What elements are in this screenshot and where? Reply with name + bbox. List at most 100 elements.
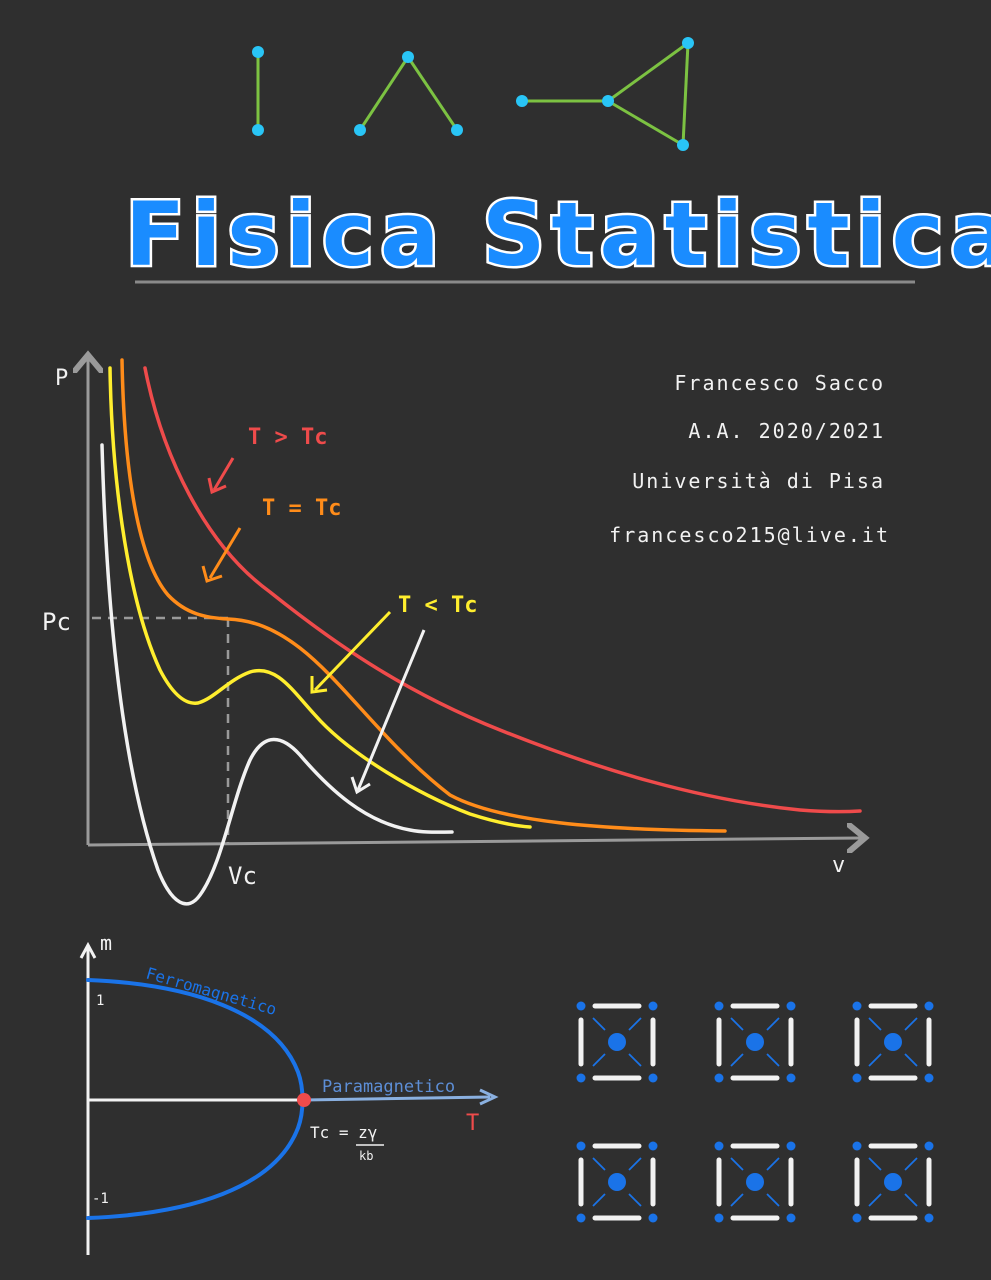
lattice-cell bbox=[714, 1001, 796, 1083]
arrow-white-head bbox=[350, 776, 371, 795]
cell-corner-node bbox=[852, 1141, 862, 1151]
author-name: Francesco Sacco bbox=[674, 371, 885, 395]
cell-arrow bbox=[592, 1053, 606, 1067]
t-axis-label: T bbox=[466, 1111, 479, 1136]
cell-corner-node bbox=[924, 1073, 934, 1083]
cell-arrow bbox=[904, 1193, 918, 1207]
cell-arrow bbox=[766, 1017, 780, 1031]
cell-corner-node bbox=[924, 1213, 934, 1223]
critical-point bbox=[297, 1093, 311, 1107]
university: Università di Pisa bbox=[632, 469, 885, 493]
cell-arrow bbox=[766, 1053, 780, 1067]
cell-center-node bbox=[608, 1173, 626, 1191]
cell-corner-node bbox=[714, 1141, 724, 1151]
cell-arrow bbox=[592, 1017, 606, 1031]
label-t-above-tc: T > Tc bbox=[207, 425, 327, 495]
arrow-orange bbox=[208, 527, 242, 579]
isotherm-white bbox=[100, 443, 454, 906]
cell-arrow bbox=[730, 1193, 744, 1207]
graph-three-nodes-path bbox=[354, 51, 463, 136]
tick-bottom: -1 bbox=[92, 1191, 109, 1207]
cell-arrow bbox=[868, 1017, 882, 1031]
cell-corner-node bbox=[852, 1001, 862, 1011]
isotherm-yellow bbox=[108, 366, 532, 829]
cell-corner-node bbox=[576, 1141, 586, 1151]
cell-corner-node bbox=[576, 1001, 586, 1011]
tc-denominator: kb bbox=[359, 1149, 373, 1163]
cell-arrow bbox=[628, 1157, 642, 1171]
cell-arrow bbox=[592, 1157, 606, 1171]
cell-corner-node bbox=[786, 1073, 796, 1083]
label-t-below-tc-text: T < Tc bbox=[398, 593, 477, 618]
cell-arrow bbox=[592, 1193, 606, 1207]
cell-corner-node bbox=[852, 1073, 862, 1083]
cell-arrow bbox=[904, 1157, 918, 1171]
arrow-white bbox=[356, 629, 426, 791]
author-email: francesco215@live.it bbox=[609, 523, 890, 547]
cell-corner-node bbox=[924, 1141, 934, 1151]
lattice-cell bbox=[576, 1141, 658, 1223]
cell-corner-node bbox=[648, 1073, 658, 1083]
lattice-cells bbox=[576, 1001, 934, 1223]
cell-center-node bbox=[746, 1173, 764, 1191]
cell-arrow bbox=[904, 1053, 918, 1067]
cell-arrow bbox=[730, 1017, 744, 1031]
t-axis-arrowhead bbox=[479, 1088, 499, 1106]
t-axis-high bbox=[303, 1095, 491, 1102]
graph-decorations bbox=[252, 37, 694, 151]
v-axis-label: v bbox=[832, 853, 845, 878]
cell-corner-node bbox=[648, 1213, 658, 1223]
m-axis-label: m bbox=[100, 931, 112, 955]
cell-arrow bbox=[628, 1017, 642, 1031]
lattice-cell bbox=[852, 1001, 934, 1083]
label-t-equal-tc: T = Tc bbox=[201, 496, 341, 583]
cell-corner-node bbox=[576, 1073, 586, 1083]
cell-arrow bbox=[868, 1193, 882, 1207]
page-title: Fisica Statistica bbox=[125, 183, 991, 286]
cell-corner-node bbox=[648, 1141, 658, 1151]
isotherm-red bbox=[143, 366, 862, 814]
lattice-cell bbox=[576, 1001, 658, 1083]
cell-arrow bbox=[766, 1157, 780, 1171]
cell-arrow bbox=[766, 1193, 780, 1207]
lattice-cell bbox=[714, 1141, 796, 1223]
cell-corner-node bbox=[714, 1073, 724, 1083]
cell-arrow bbox=[628, 1053, 642, 1067]
isotherm-orange bbox=[120, 358, 727, 833]
cell-arrow bbox=[904, 1017, 918, 1031]
label-t-below-tc: T < Tc bbox=[310, 593, 477, 795]
arrow-red bbox=[212, 457, 235, 491]
pc-label: Pc bbox=[42, 608, 71, 636]
cell-arrow bbox=[730, 1053, 744, 1067]
graph-four-nodes-triangle bbox=[516, 37, 694, 151]
vc-label: Vc bbox=[228, 862, 257, 890]
cell-arrow bbox=[868, 1157, 882, 1171]
para-label: Paramagnetico bbox=[322, 1077, 455, 1097]
cell-corner-node bbox=[648, 1001, 658, 1011]
cell-corner-node bbox=[786, 1213, 796, 1223]
cell-corner-node bbox=[852, 1213, 862, 1223]
ferro-label: Ferromagnetico bbox=[144, 964, 279, 1019]
cell-center-node bbox=[884, 1033, 902, 1051]
cell-corner-node bbox=[786, 1001, 796, 1011]
cell-arrow bbox=[628, 1193, 642, 1207]
arrow-red-head bbox=[207, 477, 227, 495]
academic-year: A.A. 2020/2021 bbox=[688, 419, 885, 443]
arrow-yellow bbox=[313, 610, 392, 692]
cell-corner-node bbox=[714, 1001, 724, 1011]
cell-center-node bbox=[746, 1033, 764, 1051]
pv-diagram: P v Pc Vc T > Tc T = Tc T < Tc bbox=[42, 358, 862, 906]
arrow-orange-head bbox=[201, 565, 223, 583]
label-t-above-tc-text: T > Tc bbox=[248, 425, 327, 450]
cell-center-node bbox=[884, 1173, 902, 1191]
lattice-cell bbox=[852, 1141, 934, 1223]
graph-two-nodes bbox=[252, 46, 264, 136]
label-t-equal-tc-text: T = Tc bbox=[262, 496, 341, 521]
cell-corner-node bbox=[576, 1213, 586, 1223]
cell-corner-node bbox=[786, 1141, 796, 1151]
cell-arrow bbox=[868, 1053, 882, 1067]
tick-top: 1 bbox=[96, 993, 104, 1009]
m-axis-arrowhead bbox=[79, 941, 97, 959]
